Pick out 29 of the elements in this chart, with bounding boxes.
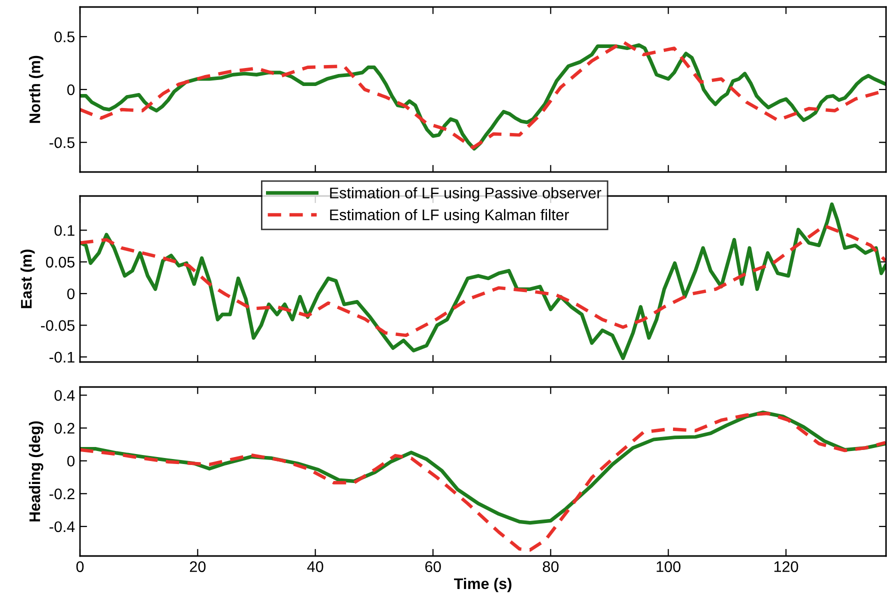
x-tick-label: 120 [774, 561, 798, 572]
x-tick-label: 80 [542, 561, 559, 572]
y-tick-label: 0 [67, 456, 75, 467]
y-tick-label: 0.05 [46, 256, 74, 268]
y-tick-label: 0.2 [54, 422, 74, 434]
y-axis-title: North (m) [29, 56, 44, 123]
x-tick-label: 0 [76, 561, 84, 572]
y-axis-title: Heading (deg) [28, 421, 44, 522]
y-tick-label: -0.1 [49, 352, 74, 363]
line-series [80, 224, 886, 338]
x-tick-label: 20 [190, 561, 206, 572]
y-tick-label: -0.05 [41, 320, 74, 331]
legend-label: Estimation of LF using Passive observer [330, 187, 602, 202]
y-tick-label: -0.2 [49, 488, 74, 500]
y-tick-label: 0 [67, 288, 75, 300]
y-tick-label: 0.1 [54, 225, 74, 236]
line-series [80, 412, 886, 552]
y-tick-label: 0 [67, 84, 75, 96]
x-tick-label: 60 [425, 561, 441, 572]
y-tick-label: -0.5 [49, 137, 74, 148]
y-tick-label: 0.5 [54, 31, 74, 42]
x-tick-label: 100 [656, 561, 680, 572]
y-axis-title: East (m) [20, 250, 35, 308]
y-tick-label: 0.4 [54, 390, 75, 401]
legend-label: Estimation of LF using Kalman filter [330, 209, 569, 224]
y-tick-label: -0.4 [49, 521, 75, 532]
line-series [80, 202, 886, 360]
x-axis-title: Time (s) [454, 578, 512, 592]
x-tick-label: 40 [307, 561, 324, 572]
